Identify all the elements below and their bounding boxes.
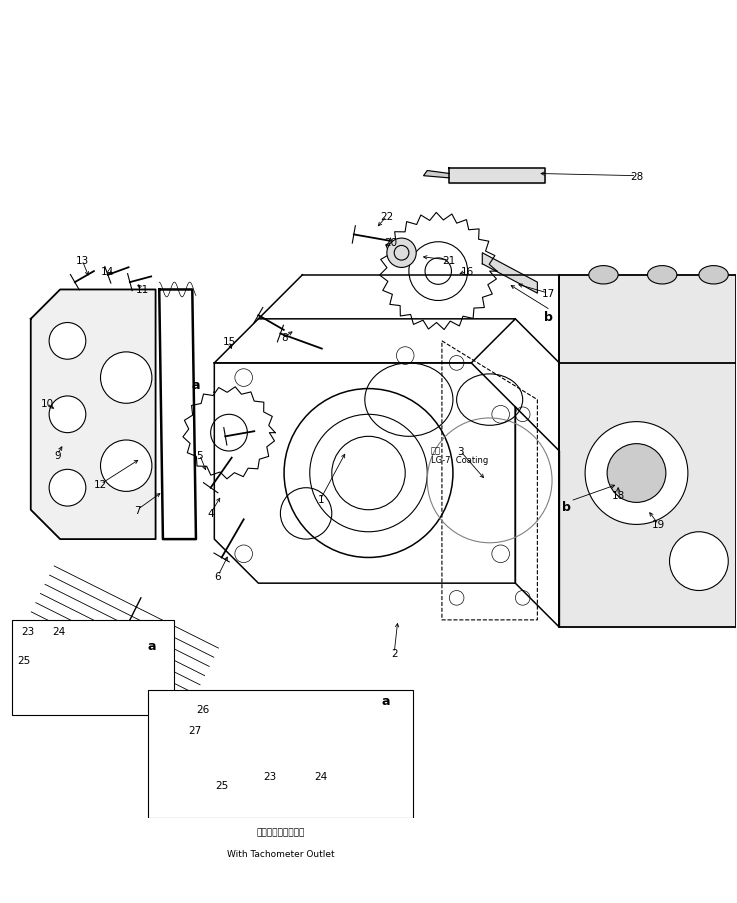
Bar [13,620,174,715]
Text: a: a [381,694,390,707]
Text: 24: 24 [52,626,66,637]
Polygon shape [559,275,736,364]
Text: 15: 15 [223,337,236,347]
Text: 11: 11 [136,285,149,295]
Text: 12: 12 [94,479,107,489]
Text: 1: 1 [318,494,324,504]
Polygon shape [482,254,537,293]
Ellipse shape [589,266,618,284]
Text: 14: 14 [101,266,114,277]
Text: With Tachometer Outlet: With Tachometer Outlet [226,849,334,858]
Bar [148,690,413,818]
Text: 27: 27 [188,725,201,735]
Text: 4: 4 [207,509,214,519]
Circle shape [607,444,666,503]
Text: 8: 8 [281,333,287,343]
Text: 24: 24 [314,770,327,781]
Text: 19: 19 [652,520,666,530]
Circle shape [100,352,152,404]
Text: 20: 20 [384,237,397,247]
Text: 10: 10 [41,399,54,409]
Circle shape [49,323,85,359]
Text: b: b [562,500,571,513]
Text: a: a [192,379,200,392]
Text: 23: 23 [263,770,276,781]
Circle shape [104,660,126,683]
Ellipse shape [295,712,339,777]
Circle shape [387,238,416,268]
Text: 3: 3 [457,446,464,457]
Text: 17: 17 [542,289,555,299]
Text: 25: 25 [18,656,31,666]
Text: 7: 7 [134,505,141,516]
Text: 26: 26 [197,704,210,714]
Polygon shape [559,364,736,628]
Ellipse shape [97,658,133,684]
Circle shape [100,441,152,492]
Text: 28: 28 [630,172,643,182]
Text: 塗布
LG-7  Coating: 塗布 LG-7 Coating [431,445,488,465]
Text: 13: 13 [75,256,88,265]
Text: タコメータ取出口付: タコメータ取出口付 [256,827,304,836]
Circle shape [214,723,259,767]
Text: 2: 2 [391,648,397,658]
Polygon shape [424,172,450,179]
Text: 9: 9 [54,451,60,461]
Text: 21: 21 [443,256,456,265]
Circle shape [216,706,228,718]
Text: 22: 22 [380,212,394,222]
Text: 25: 25 [215,780,228,790]
Ellipse shape [648,266,677,284]
Circle shape [669,532,728,591]
Ellipse shape [699,266,728,284]
Polygon shape [31,290,156,539]
Circle shape [49,396,85,433]
Text: 23: 23 [21,626,35,637]
Text: 5: 5 [196,451,203,461]
Circle shape [49,470,85,507]
Text: a: a [147,639,156,652]
Text: 18: 18 [612,490,625,500]
Text: 6: 6 [214,572,221,582]
Circle shape [53,660,82,690]
Text: 16: 16 [461,266,474,277]
Circle shape [585,423,688,525]
Text: b: b [544,311,553,324]
Polygon shape [450,169,545,184]
